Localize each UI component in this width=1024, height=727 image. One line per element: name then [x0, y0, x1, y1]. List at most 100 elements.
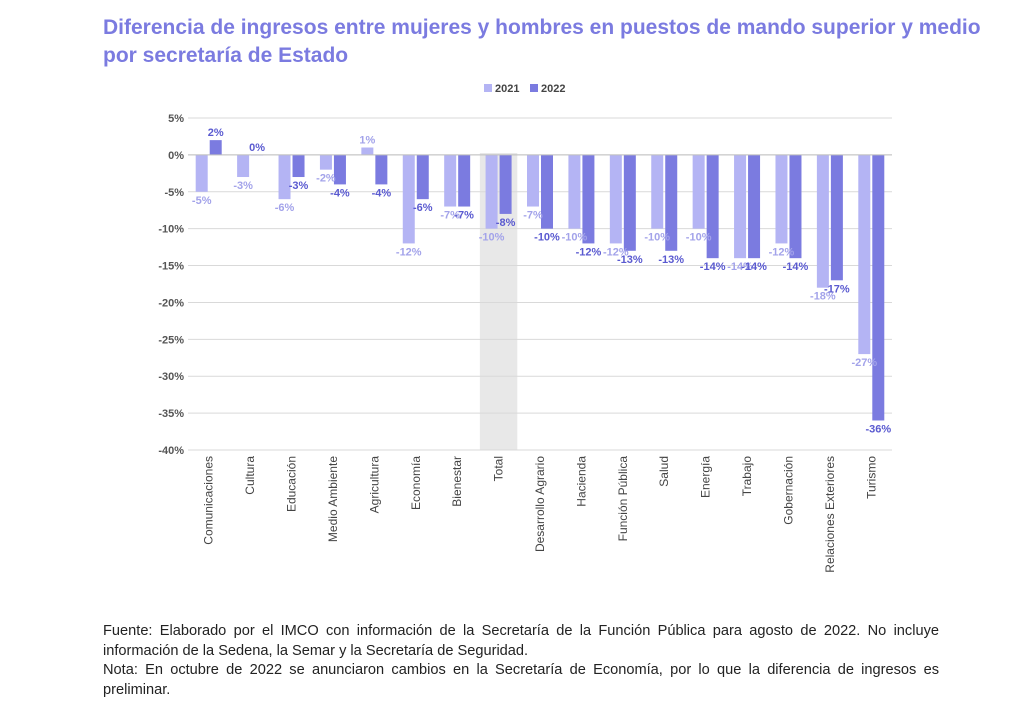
legend-label-2022: 2022 [541, 83, 565, 95]
x-tick-label: Hacienda [574, 456, 588, 507]
bar-2022-salud [665, 154, 678, 251]
data-label-2021: -10% [479, 232, 505, 244]
x-tick-label: Cultura [243, 456, 257, 495]
data-label-2021: -2% [316, 173, 336, 185]
data-label-2021: -5% [192, 195, 212, 207]
y-tick-label: -30% [158, 371, 184, 383]
bar-2021-gobernación [775, 154, 788, 244]
bar-2021-cultura [237, 154, 250, 178]
y-tick-label: -15% [158, 261, 184, 273]
data-label-2022: 0% [249, 142, 265, 154]
chart-title: Diferencia de ingresos entre mujeres y h… [103, 16, 981, 67]
x-tick-label: Agricultura [367, 456, 381, 514]
y-tick-label: 0% [168, 150, 184, 162]
legend-swatch-2022 [530, 84, 538, 92]
bar-2021-total [485, 154, 498, 229]
data-label-2022: -17% [824, 283, 850, 295]
bar-2022-total [499, 154, 512, 214]
bar-2021-energía [692, 154, 705, 229]
data-label-2021: -10% [686, 232, 712, 244]
x-tick-label: Comunicaciones [202, 456, 216, 545]
bar-2022-agricultura [375, 154, 388, 185]
bar-2022-trabajo [748, 154, 761, 259]
bar-2021-agricultura [361, 147, 374, 155]
bar-2022-relaciones-exteriores [830, 154, 843, 281]
legend-label-2021: 2021 [495, 83, 519, 95]
y-tick-label: -40% [158, 445, 184, 457]
bar-2021-trabajo [734, 154, 747, 259]
bar-2022-función-pública [623, 154, 636, 251]
data-label-2021: -7% [523, 210, 543, 222]
data-label-2022: -6% [413, 202, 433, 214]
bar-2022-energía [706, 154, 719, 259]
bar-2021-bienestar [444, 154, 457, 207]
data-label-2021: -14% [727, 261, 753, 273]
y-tick-label: -35% [158, 408, 184, 420]
bar-2022-comunicaciones [209, 140, 222, 155]
data-label-2022: -7% [454, 210, 474, 222]
bar-2021-relaciones-exteriores [816, 154, 829, 288]
data-label-2021: -7% [440, 210, 460, 222]
data-label-2021: -27% [851, 357, 877, 369]
data-label-2021: -6% [275, 202, 295, 214]
x-tick-label: Total [492, 456, 506, 481]
bar-2022-desarrollo-agrario [541, 154, 553, 229]
y-tick-label: -25% [158, 334, 184, 346]
bar-2022-medio-ambiente [333, 154, 346, 185]
data-label-2022: 2% [208, 127, 224, 139]
data-label-2022: -36% [865, 423, 891, 435]
x-tick-label: Gobernación [781, 456, 795, 525]
data-label-2022: -14% [700, 261, 726, 273]
data-label-2021: -12% [769, 246, 795, 258]
data-label-2022: -12% [576, 246, 602, 258]
bar-2021-turismo [858, 154, 871, 355]
bar-2022-turismo [872, 154, 885, 421]
x-tick-label: Economía [409, 456, 423, 510]
x-tick-label: Función Pública [616, 456, 630, 542]
highlight-band [479, 153, 518, 450]
x-tick-label: Relaciones Exteriores [823, 456, 837, 573]
data-label-2021: -10% [644, 232, 670, 244]
chart-notes: Fuente: Elaborado por el IMCO con inform… [103, 622, 939, 700]
data-label-2022: -8% [496, 217, 516, 229]
data-label-2021: -3% [233, 180, 253, 192]
data-label-2022: -4% [330, 187, 350, 199]
data-label-2022: -10% [534, 232, 560, 244]
x-tick-label: Desarrollo Agrario [533, 456, 547, 552]
bar-2022-educación [292, 154, 305, 178]
y-tick-label: -20% [158, 297, 184, 309]
source-note: Fuente: Elaborado por el IMCO con inform… [103, 623, 939, 659]
bar-2022-bienestar [458, 154, 471, 207]
bar-chart: -5% -3% -6% -2% 1% -12% -7% -10% -7% -10% -12% -10%… [158, 83, 892, 573]
bar-2021-comunicaciones [195, 154, 208, 192]
y-tick-label: 5% [168, 113, 184, 125]
x-tick-label: Medio Ambiente [326, 456, 340, 542]
bar-2021-función-pública [609, 154, 622, 244]
data-label-2021: 1% [359, 135, 375, 147]
data-label-2021: -12% [603, 246, 629, 258]
bar-2022-gobernación [789, 154, 802, 259]
data-label-2022: -14% [741, 261, 767, 273]
data-label-2021: -12% [396, 246, 422, 258]
x-tick-label: Salud [657, 456, 671, 487]
x-tick-label: Energía [699, 456, 713, 498]
bar-2021-hacienda [568, 154, 581, 229]
data-label-2022: -13% [617, 254, 643, 266]
legend-swatch-2021 [484, 84, 492, 92]
x-tick-label: Trabajo [740, 456, 754, 497]
bar-2022-hacienda [582, 154, 595, 244]
methodology-note: Nota: En octubre de 2022 se anunciaron c… [103, 662, 939, 698]
x-tick-label: Turismo [864, 456, 878, 499]
y-tick-label: -5% [164, 187, 184, 199]
y-tick-label: -10% [158, 224, 184, 236]
bar-2021-economía [402, 154, 415, 244]
x-tick-label: Educación [285, 456, 299, 512]
data-label-2022: -4% [372, 187, 392, 199]
bar-2022-economía [416, 154, 429, 200]
bar-2021-salud [651, 154, 664, 229]
data-label-2022: -14% [783, 261, 809, 273]
data-label-2022: -13% [658, 254, 684, 266]
bar-2021-educación [278, 154, 291, 200]
data-label-2021: -18% [810, 291, 836, 303]
bar-2021-medio-ambiente [319, 154, 332, 170]
